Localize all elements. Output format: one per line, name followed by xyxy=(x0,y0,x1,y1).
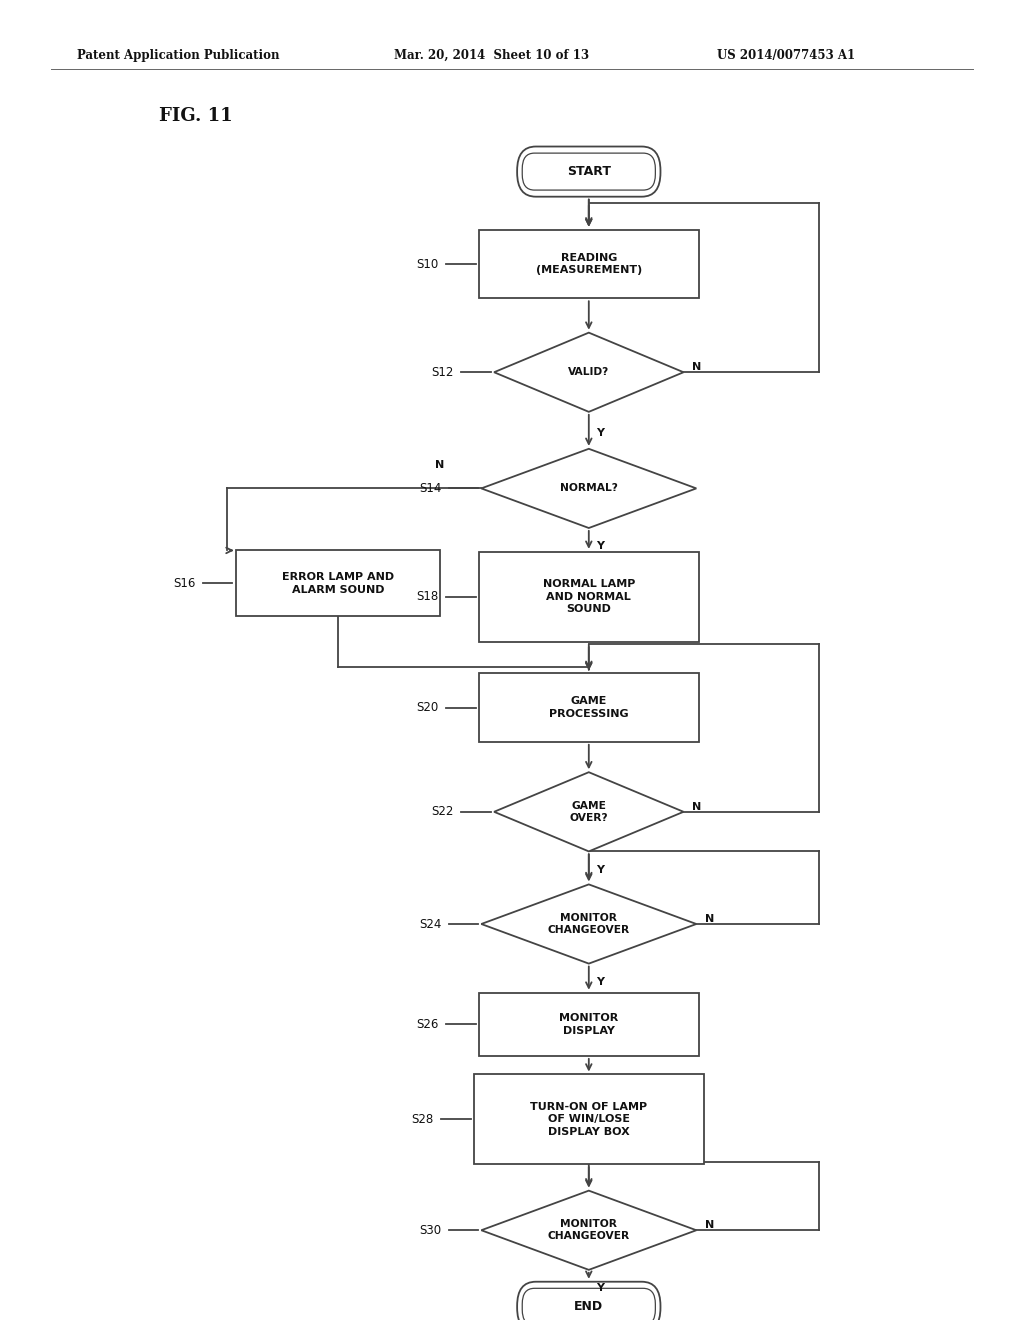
Text: NORMAL?: NORMAL? xyxy=(560,483,617,494)
Text: START: START xyxy=(567,165,610,178)
Text: S30: S30 xyxy=(419,1224,441,1237)
Polygon shape xyxy=(481,1191,696,1270)
Bar xyxy=(478,673,698,742)
Text: GAME
OVER?: GAME OVER? xyxy=(569,801,608,822)
Text: MONITOR
DISPLAY: MONITOR DISPLAY xyxy=(559,1014,618,1035)
Text: S22: S22 xyxy=(432,805,454,818)
Bar xyxy=(478,993,698,1056)
Text: Y: Y xyxy=(596,541,604,552)
Text: ERROR LAMP AND
ALARM SOUND: ERROR LAMP AND ALARM SOUND xyxy=(282,573,394,594)
Text: N: N xyxy=(692,801,701,812)
Text: Y: Y xyxy=(596,865,604,875)
FancyBboxPatch shape xyxy=(517,147,660,197)
Text: GAME
PROCESSING: GAME PROCESSING xyxy=(549,697,629,718)
Text: S14: S14 xyxy=(419,482,441,495)
Text: NORMAL LAMP
AND NORMAL
SOUND: NORMAL LAMP AND NORMAL SOUND xyxy=(543,579,635,614)
Text: TURN-ON OF LAMP
OF WIN/LOSE
DISPLAY BOX: TURN-ON OF LAMP OF WIN/LOSE DISPLAY BOX xyxy=(530,1102,647,1137)
Polygon shape xyxy=(481,884,696,964)
FancyBboxPatch shape xyxy=(522,153,655,190)
Text: S28: S28 xyxy=(412,1113,433,1126)
Text: READING
(MEASUREMENT): READING (MEASUREMENT) xyxy=(536,253,642,275)
Text: Y: Y xyxy=(596,977,604,987)
Text: FIG. 11: FIG. 11 xyxy=(159,107,232,125)
Text: S24: S24 xyxy=(419,917,441,931)
Text: S18: S18 xyxy=(417,590,438,603)
Text: S26: S26 xyxy=(417,1018,438,1031)
Text: VALID?: VALID? xyxy=(568,367,609,378)
Text: Y: Y xyxy=(596,428,604,438)
Text: N: N xyxy=(435,459,444,470)
Text: N: N xyxy=(692,362,701,372)
Text: MONITOR
CHANGEOVER: MONITOR CHANGEOVER xyxy=(548,1220,630,1241)
Text: S10: S10 xyxy=(417,257,438,271)
Text: US 2014/0077453 A1: US 2014/0077453 A1 xyxy=(717,49,855,62)
Text: N: N xyxy=(705,1220,714,1230)
Text: S20: S20 xyxy=(417,701,438,714)
Text: S16: S16 xyxy=(173,577,196,590)
Text: Mar. 20, 2014  Sheet 10 of 13: Mar. 20, 2014 Sheet 10 of 13 xyxy=(394,49,590,62)
Bar xyxy=(473,1074,705,1164)
Polygon shape xyxy=(481,449,696,528)
Text: N: N xyxy=(705,913,714,924)
Text: MONITOR
CHANGEOVER: MONITOR CHANGEOVER xyxy=(548,913,630,935)
Text: Y: Y xyxy=(596,1283,604,1294)
Text: END: END xyxy=(574,1300,603,1313)
Text: S12: S12 xyxy=(432,366,454,379)
Bar xyxy=(478,230,698,298)
Bar xyxy=(236,550,440,616)
Text: Patent Application Publication: Patent Application Publication xyxy=(77,49,280,62)
Polygon shape xyxy=(494,333,684,412)
FancyBboxPatch shape xyxy=(522,1288,655,1320)
Bar xyxy=(478,552,698,642)
Polygon shape xyxy=(494,772,684,851)
FancyBboxPatch shape xyxy=(517,1282,660,1320)
